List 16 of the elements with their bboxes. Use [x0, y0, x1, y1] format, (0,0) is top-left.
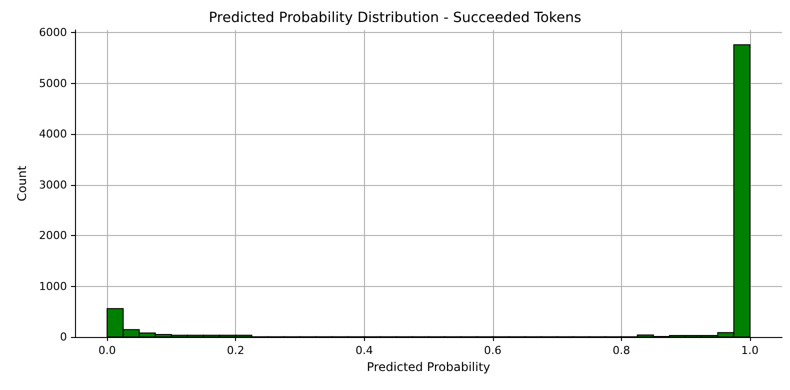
chart-title: Predicted Probability Distribution - Succeeded Tokens: [208, 10, 582, 26]
y-tick-label: 4000: [39, 128, 67, 141]
x-tick-label: 1.0: [741, 344, 759, 357]
x-tick-label: 0.2: [226, 344, 244, 357]
y-tick-label: 1000: [39, 280, 67, 293]
y-tick-label: 0: [60, 330, 67, 344]
y-tick-label: 5000: [39, 76, 67, 90]
y-tick-label: 6000: [39, 26, 67, 40]
x-axis-title: Predicted Probability: [366, 360, 490, 374]
y-tick-label: 2000: [39, 229, 67, 242]
x-tick-label: 0.0: [98, 344, 116, 357]
y-tick-label: 3000: [39, 178, 67, 192]
x-tick-label: 0.8: [612, 344, 630, 357]
y-axis-title: Count: [15, 165, 29, 202]
x-tick-label: 0.6: [484, 344, 502, 357]
x-tick-label: 0.4: [355, 344, 373, 357]
